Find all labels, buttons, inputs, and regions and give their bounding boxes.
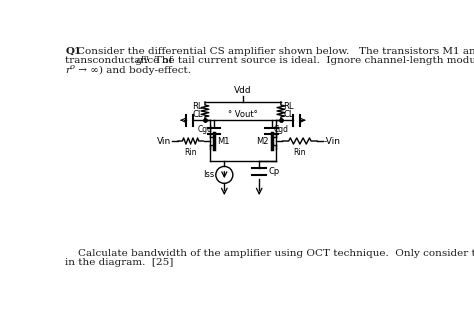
Text: o: o [70, 63, 75, 71]
Text: M1: M1 [218, 136, 230, 146]
Text: Cgd: Cgd [273, 125, 288, 134]
Text: Rin: Rin [184, 148, 197, 157]
Text: .  The tail current source is ideal.  Ignore channel-length modulation (i.e.: . The tail current source is ideal. Igno… [145, 56, 474, 65]
Text: CL: CL [192, 110, 202, 118]
Text: RL: RL [192, 102, 202, 111]
Text: Rin: Rin [293, 148, 306, 157]
Text: Q1: Q1 [65, 47, 82, 56]
Text: ° Vout°: ° Vout° [228, 111, 258, 119]
Text: m: m [141, 54, 149, 62]
Text: Calculate bandwidth of the amplifier using OCT technique.  Only consider the cap: Calculate bandwidth of the amplifier usi… [65, 249, 474, 258]
Text: in the diagram.  [25]: in the diagram. [25] [65, 258, 174, 267]
Text: Cp: Cp [268, 167, 280, 176]
Text: Cgd: Cgd [198, 125, 213, 134]
Text: g: g [136, 56, 143, 65]
Text: → ∞) and body-effect.: → ∞) and body-effect. [75, 66, 191, 75]
Text: CL: CL [283, 110, 294, 118]
Text: M2: M2 [256, 136, 268, 146]
Text: Iss: Iss [203, 170, 214, 179]
Text: RL: RL [283, 102, 294, 111]
Text: r: r [65, 66, 71, 74]
Text: Vin: Vin [157, 136, 172, 146]
Text: Consider the differential CS amplifier shown below.   The transistors M1 and M2 : Consider the differential CS amplifier s… [77, 47, 474, 56]
Text: transconductance of: transconductance of [65, 56, 176, 65]
Text: -Vin: -Vin [324, 136, 340, 146]
Text: Vdd: Vdd [234, 86, 252, 95]
